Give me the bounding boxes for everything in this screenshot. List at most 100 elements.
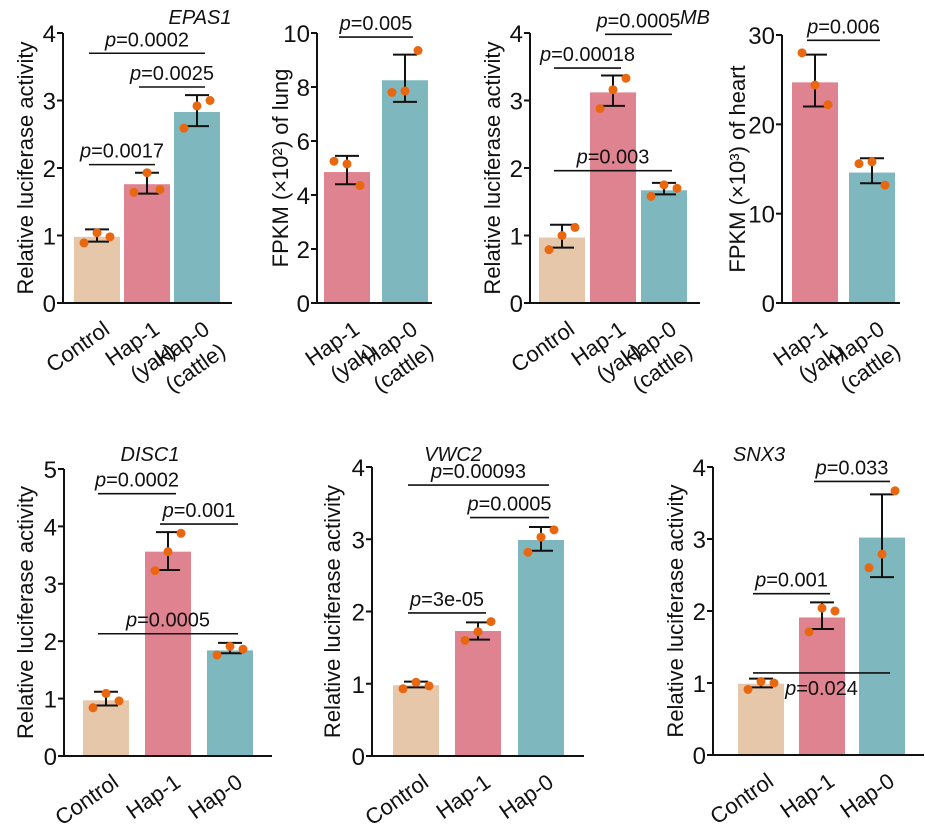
y-tick-label: 0 <box>43 291 56 318</box>
p-value: =0.005 <box>351 13 413 35</box>
y-tick-label: 0 <box>352 744 365 771</box>
data-point <box>179 123 189 133</box>
y-tick-label: 20 <box>748 112 775 139</box>
y-tick-label: 0 <box>693 743 706 770</box>
p-symbol: p <box>162 500 174 522</box>
y-axis-label: FPKM (×10²) of lung <box>268 69 293 268</box>
gene-title: VWC2 <box>424 444 482 466</box>
p-value-label: p=0.005 <box>339 13 413 35</box>
p-symbol: p <box>784 678 796 700</box>
gene-title: EPAS1 <box>169 7 232 29</box>
bar-1 <box>455 631 501 756</box>
y-tick-label: 1 <box>44 687 57 714</box>
y-tick-label: 4 <box>352 455 365 482</box>
bar-0 <box>74 236 120 303</box>
x-tick-label: Control <box>360 769 432 824</box>
data-point <box>880 180 890 190</box>
p-value-label: p=3e-05 <box>409 589 484 611</box>
data-point <box>212 650 222 660</box>
y-tick-label: 2 <box>693 599 706 626</box>
y-axis-label: Relative luciferase activity <box>13 486 38 739</box>
p-value-label: p=0.0025 <box>129 63 214 85</box>
bar-2 <box>641 190 687 303</box>
p-symbol: p <box>576 147 588 169</box>
data-point <box>810 80 820 90</box>
data-point <box>424 681 434 691</box>
data-point <box>608 85 618 95</box>
p-symbol: p <box>539 44 551 66</box>
y-tick-label: 2 <box>352 600 365 627</box>
p-value: =0.00093 <box>442 461 526 483</box>
data-point <box>400 86 410 96</box>
data-point <box>411 677 421 687</box>
gene-title: SNX3 <box>733 444 785 466</box>
p-value-label: p=0.0005 <box>467 494 552 516</box>
y-axis-label: Relative luciferase activity <box>13 41 38 294</box>
x-tick-label: Hap-1 <box>775 768 838 823</box>
p-symbol: p <box>339 13 351 35</box>
bar-1 <box>382 80 428 303</box>
bar-1 <box>849 172 895 303</box>
data-point <box>817 603 827 613</box>
y-tick-label: 0 <box>762 291 775 318</box>
bar-1 <box>590 92 636 304</box>
data-point <box>890 486 900 496</box>
y-tick-label: 2 <box>43 156 56 183</box>
data-point <box>621 73 631 83</box>
p-symbol: p <box>104 29 116 51</box>
y-tick-label: 0 <box>44 744 57 771</box>
data-point <box>150 566 160 576</box>
data-point <box>79 238 89 248</box>
x-tick-label: Control <box>41 316 113 377</box>
p-symbol: p <box>94 470 106 492</box>
data-point <box>756 677 766 687</box>
p-value-label: p=0.024 <box>784 678 858 700</box>
bar-2 <box>207 650 253 756</box>
p-value-label: p=0.006 <box>806 16 880 38</box>
data-point <box>659 180 669 190</box>
x-tick-label: Hap-0 <box>835 768 898 823</box>
p-value: =0.001 <box>174 500 236 522</box>
p-value-label: p=0.033 <box>815 457 889 479</box>
data-point <box>101 688 111 698</box>
data-point <box>355 181 365 191</box>
p-value-label: p=0.0002 <box>104 29 189 51</box>
p-value: =0.0017 <box>91 141 164 163</box>
data-point <box>830 606 840 616</box>
p-symbol: p <box>815 457 827 479</box>
bar-0 <box>792 82 838 303</box>
p-value-label: p=0.0002 <box>94 470 179 492</box>
panel-vwc2-luc: VWC2 0 1 2 3 4 Relative luciferase activity Con… <box>320 444 584 824</box>
data-point <box>536 532 546 542</box>
data-point <box>398 684 408 694</box>
data-point <box>646 191 656 201</box>
x-tick-label: Hap-0 <box>183 769 246 824</box>
data-point <box>225 641 235 651</box>
y-tick-label: 4 <box>44 514 57 541</box>
p-symbol: p <box>409 589 421 611</box>
y-tick-label: 3 <box>693 527 706 554</box>
data-point <box>570 222 580 232</box>
p-value: =0.001 <box>766 570 828 592</box>
y-tick-label: 2 <box>44 629 57 656</box>
data-point <box>342 159 352 169</box>
data-point <box>238 644 248 654</box>
p-value: =0.0005 <box>479 494 552 516</box>
data-point <box>105 232 115 242</box>
data-point <box>387 87 397 97</box>
data-point <box>142 168 152 178</box>
data-point <box>557 231 567 240</box>
p-symbol: p <box>79 141 91 163</box>
data-point <box>804 627 814 637</box>
p-symbol: p <box>125 610 137 632</box>
p-value-label: p=0.001 <box>754 570 828 592</box>
bar-1 <box>124 184 170 303</box>
bar-2 <box>174 111 220 303</box>
data-point <box>205 96 215 105</box>
